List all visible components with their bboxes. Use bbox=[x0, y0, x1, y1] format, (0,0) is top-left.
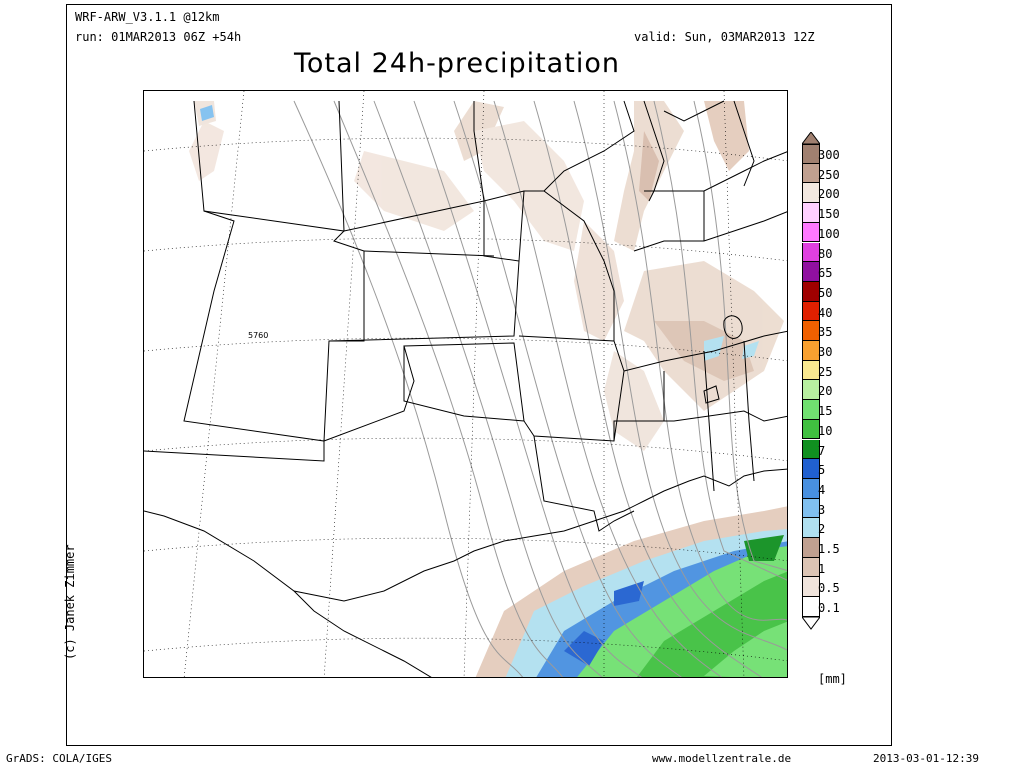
legend-label-25: 25 bbox=[818, 364, 833, 379]
plot-frame bbox=[66, 4, 892, 746]
state-borders bbox=[144, 100, 787, 532]
legend-swatch-30 bbox=[802, 341, 820, 361]
legend-swatch-250 bbox=[802, 163, 820, 184]
legend-label-30: 30 bbox=[818, 345, 833, 359]
grads-credit: GrADS: COLA/IGES bbox=[6, 752, 112, 765]
legend-label-15: 15 bbox=[818, 404, 833, 419]
valid-label: valid: Sun, 03MAR2013 12Z bbox=[634, 30, 815, 44]
legend-label-3: 3 bbox=[818, 502, 826, 517]
precipitation-map: 5760 bbox=[143, 90, 788, 678]
legend-label-5: 5 bbox=[818, 463, 826, 478]
legend-label-300: 300 bbox=[818, 148, 840, 162]
precip-shading bbox=[189, 101, 787, 677]
chart-title: Total 24h-precipitation bbox=[294, 48, 620, 79]
legend-label-200: 200 bbox=[818, 187, 840, 202]
legend-label-150: 150 bbox=[818, 207, 840, 222]
legend-label-35: 35 bbox=[818, 325, 833, 340]
legend-swatch-200 bbox=[802, 183, 820, 204]
legend-swatch-1 bbox=[802, 557, 820, 578]
legend-label-10: 10 bbox=[818, 423, 833, 438]
legend-swatch-2 bbox=[802, 518, 820, 538]
legend-label-100: 100 bbox=[818, 226, 840, 241]
author-credit: (c) Janek Zimmer bbox=[63, 544, 77, 660]
legend-swatch-3 bbox=[802, 498, 820, 519]
legend-swatch-35 bbox=[802, 321, 820, 341]
legend-swatch-5 bbox=[802, 459, 820, 479]
legend-swatch-4 bbox=[802, 478, 820, 499]
legend-swatch-40 bbox=[802, 301, 820, 322]
legend-label-0_1: 0.1 bbox=[818, 601, 840, 616]
legend-label-1_5: 1.5 bbox=[818, 542, 840, 556]
legend-swatch-100 bbox=[802, 222, 820, 243]
legend-top-arrow-outline bbox=[802, 132, 820, 145]
legend-swatch-0_1 bbox=[802, 597, 820, 617]
legend-swatch-20 bbox=[802, 380, 820, 401]
lakes bbox=[703, 315, 743, 404]
legend-label-20: 20 bbox=[818, 384, 833, 399]
timestamp: 2013-03-01-12:39 bbox=[873, 752, 979, 765]
legend-label-7: 7 bbox=[818, 443, 826, 458]
legend-swatch-1_5 bbox=[802, 538, 820, 558]
map-canvas bbox=[144, 91, 787, 677]
contour-label: 5760 bbox=[248, 331, 269, 340]
legend-swatch-15 bbox=[802, 400, 820, 420]
legend-label-50: 50 bbox=[818, 285, 833, 300]
legend-label-0_5: 0.5 bbox=[818, 581, 840, 596]
legend-label-4: 4 bbox=[818, 482, 826, 497]
coastline bbox=[144, 100, 787, 677]
legend-label-80: 80 bbox=[818, 246, 833, 261]
model-label: WRF-ARW_V3.1.1 @12km bbox=[75, 10, 220, 24]
graticule bbox=[144, 91, 787, 677]
legend-swatch-0_5 bbox=[802, 577, 820, 598]
legend-swatch-10 bbox=[802, 419, 820, 440]
run-label: run: 01MAR2013 06Z +54h bbox=[75, 30, 242, 44]
legend-label-65: 65 bbox=[818, 266, 833, 281]
legend-swatch-150 bbox=[802, 203, 820, 223]
legend-bottom-arrow-outline bbox=[802, 617, 820, 630]
legend-swatch-7 bbox=[802, 439, 820, 460]
unit-label: [mm] bbox=[818, 672, 847, 686]
legend-label-2: 2 bbox=[818, 522, 826, 537]
site-url: www.modellzentrale.de bbox=[652, 752, 792, 765]
legend-label-40: 40 bbox=[818, 305, 833, 320]
geopotential-contours bbox=[293, 100, 787, 677]
legend-label-250: 250 bbox=[818, 167, 840, 182]
legend-swatch-80 bbox=[802, 242, 820, 263]
legend-swatch-25 bbox=[802, 360, 820, 381]
legend-label-1: 1 bbox=[818, 561, 826, 576]
legend-swatch-50 bbox=[802, 281, 820, 302]
legend-swatch-65 bbox=[802, 262, 820, 282]
